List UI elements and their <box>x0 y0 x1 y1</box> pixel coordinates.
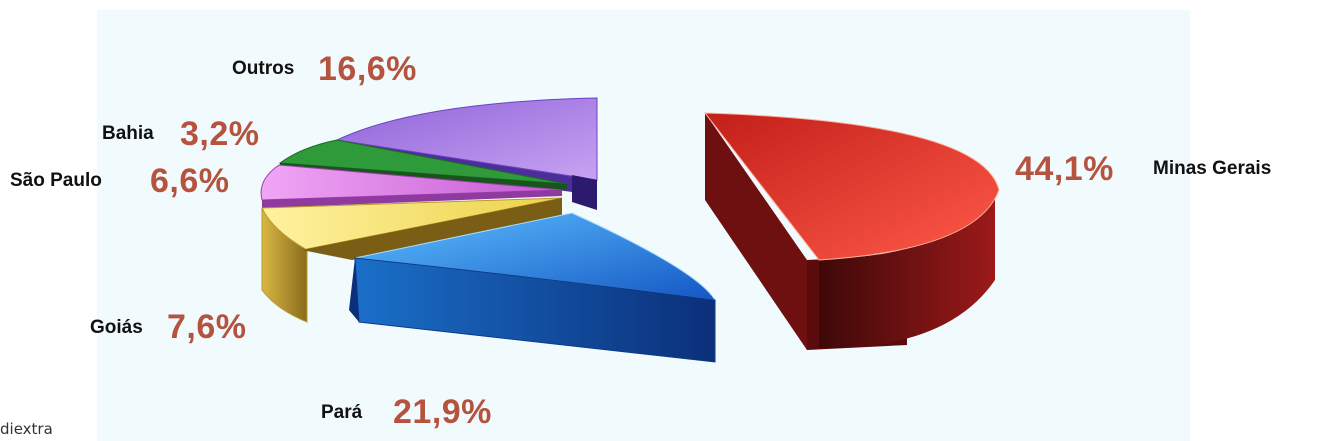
pct-sao-paulo: 6,6% <box>150 162 230 200</box>
chart-panel <box>97 10 1190 441</box>
slice-bahia-top <box>278 139 568 185</box>
slice-sao-paulo-top <box>260 164 563 201</box>
label-goias: Goiás <box>90 317 143 338</box>
label-outros: Outros <box>232 58 295 79</box>
slice-goias-side <box>261 207 308 323</box>
slice-para-side-left <box>349 258 359 322</box>
slice-goias-side-right <box>302 198 562 260</box>
label-bahia: Bahia <box>102 123 154 144</box>
slice-bahia-side <box>280 163 567 190</box>
label-minas-gerais: Minas Gerais <box>1153 158 1272 179</box>
pct-minas-gerais: 44,1% <box>1015 150 1114 188</box>
pct-para: 21,9% <box>393 393 492 431</box>
slice-para-side <box>354 257 716 363</box>
pie-chart <box>260 97 1000 363</box>
slice-minas-gerais-side-front <box>819 190 995 349</box>
watermark-text: diextra <box>0 420 53 438</box>
label-para: Pará <box>321 402 363 423</box>
pct-bahia: 3,2% <box>180 115 260 153</box>
label-sao-paulo: São Paulo <box>10 170 102 191</box>
slice-outros-top <box>335 97 598 181</box>
slice-minas-gerais-side-left <box>705 113 807 350</box>
pct-goias: 7,6% <box>167 308 247 346</box>
pct-outros: 16,6% <box>318 50 417 88</box>
slice-sao-paulo-side <box>262 190 562 208</box>
slice-outros-side-right <box>572 175 597 210</box>
slice-minas-gerais-top <box>703 112 1000 261</box>
